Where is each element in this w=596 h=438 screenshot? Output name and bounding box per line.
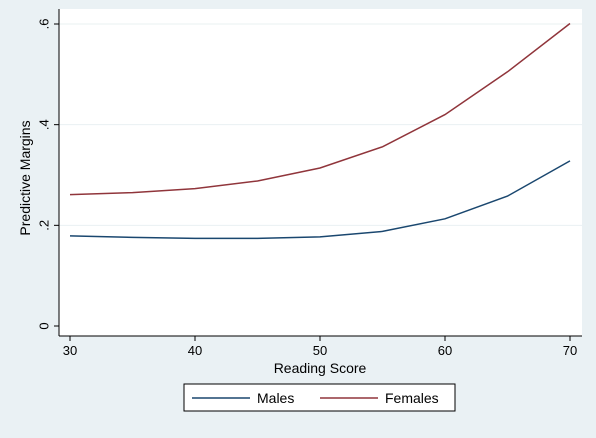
- x-axis-title: Reading Score: [274, 360, 367, 376]
- x-tick-label: 70: [563, 343, 577, 358]
- y-tick-label: .6: [37, 19, 52, 30]
- y-axis-title: Predictive Margins: [17, 120, 33, 235]
- series-lines: [69, 22, 571, 240]
- gridlines: [59, 23, 582, 226]
- y-tick-label: .2: [37, 220, 52, 231]
- plot-area: [59, 9, 582, 336]
- y-tick-label: 0: [37, 322, 52, 329]
- series-line-females: [69, 22, 571, 196]
- x-tick-label: 60: [438, 343, 452, 358]
- x-tick-label: 30: [63, 343, 77, 358]
- x-tick-label: 50: [313, 343, 327, 358]
- series-line-males: [69, 160, 571, 240]
- x-tick-label: 40: [188, 343, 202, 358]
- ticks: 0 .2 .4 .6 30 40 50 60 70: [37, 19, 578, 358]
- y-tick-label: .4: [37, 119, 52, 130]
- legend-label-females: Females: [385, 390, 439, 406]
- legend: Males Females: [183, 383, 456, 412]
- legend-label-males: Males: [257, 390, 294, 406]
